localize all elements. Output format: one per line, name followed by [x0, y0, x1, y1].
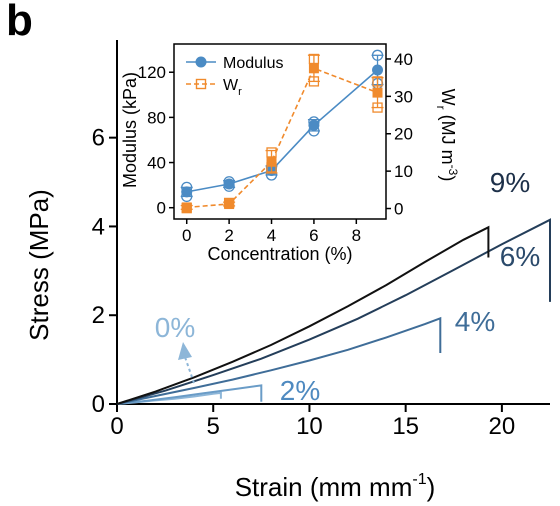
y-tick-label: 6 — [92, 125, 105, 152]
legend-label-modulus: Modulus — [223, 55, 283, 72]
y-tick-label: 0 — [92, 391, 105, 418]
x-axis-title: Strain (mm mm-1) — [235, 471, 436, 502]
y-tick-label: 4 — [92, 213, 105, 240]
inset-y2-tick-label: 10 — [394, 162, 413, 181]
inset-x-tick-label: 8 — [352, 226, 361, 245]
legend-label-wr: Wr — [223, 77, 242, 98]
arrow-0pct-shaft — [184, 356, 195, 384]
x-tick-label: 20 — [489, 413, 516, 440]
curve-label-2pct: 2% — [280, 375, 320, 406]
inset-x-tick-label: 6 — [309, 226, 318, 245]
curve-2pct — [116, 384, 263, 405]
inset-point-modulus — [181, 186, 193, 198]
inset-line-wr — [186, 67, 378, 209]
inset-frame — [173, 43, 387, 220]
curve-label-4pct: 4% — [455, 306, 495, 337]
curve-label-0pct: 0% — [155, 312, 195, 343]
inset-y2-tick-label: 40 — [394, 50, 413, 69]
y-axis-title: Stress (MPa) — [24, 189, 54, 341]
x-tick-label: 5 — [207, 413, 220, 440]
curve-label-9pct: 9% — [490, 167, 530, 198]
inset-y2-tick-label: 0 — [394, 200, 403, 219]
inset-x-tick-label: 0 — [182, 226, 191, 245]
x-tick-label: 0 — [110, 413, 123, 440]
inset-point-wr — [266, 156, 277, 167]
inset-point-modulus — [308, 119, 320, 131]
panel-label: b — [6, 0, 33, 45]
arrow-0pct-head — [178, 342, 192, 360]
inset-y-tick-label: 80 — [147, 108, 166, 127]
x-tick-label: 15 — [392, 413, 419, 440]
inset-point-wr — [181, 202, 192, 213]
inset-y-tick-label: 40 — [147, 154, 166, 173]
x-tick-label: 10 — [296, 413, 323, 440]
inset-point-wr — [224, 199, 235, 210]
inset-x-tick-label: 2 — [224, 226, 233, 245]
inset-y-tick-label: 0 — [157, 199, 166, 218]
inset-x-axis-title: Concentration (%) — [207, 244, 352, 264]
y-tick-label: 2 — [92, 302, 105, 329]
inset-y-axis-title: Modulus (kPa) — [120, 72, 140, 188]
legend-marker-wr — [195, 78, 207, 90]
inset-point-modulus — [372, 64, 384, 76]
curve-4pct — [116, 316, 442, 405]
inset-point-wr — [372, 87, 383, 98]
inset-y2-tick-label: 20 — [394, 125, 413, 144]
inset-point-wr — [308, 63, 319, 74]
inset-x-tick-label: 4 — [267, 226, 276, 245]
inset-point-modulus — [223, 178, 235, 190]
legend-marker-modulus — [195, 56, 207, 68]
inset-y2-tick-label: 30 — [394, 87, 413, 106]
inset-y-tick-label: 120 — [138, 63, 166, 82]
curve-label-6pct: 6% — [500, 241, 540, 272]
curve-9pct — [116, 225, 490, 405]
curve-6pct — [116, 218, 551, 405]
inset-y2-axis-title: Wr (MJ m-3) — [434, 89, 460, 182]
